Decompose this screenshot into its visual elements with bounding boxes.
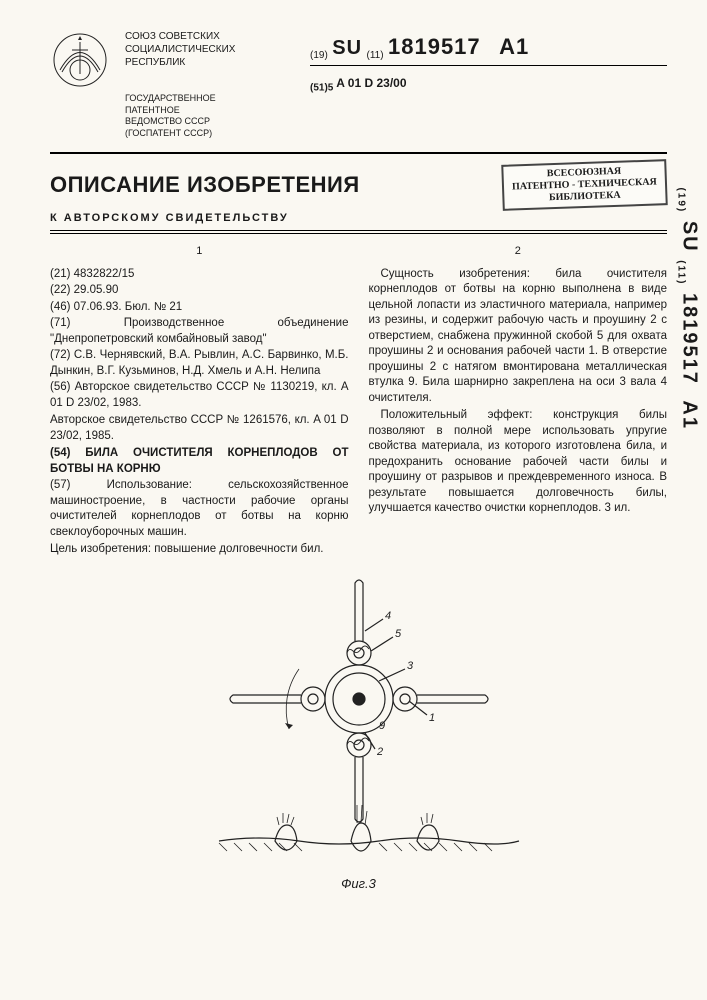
field-21: (21) 4832822/15 bbox=[50, 267, 349, 283]
field-46: (46) 07.06.93. Бюл. № 21 bbox=[50, 300, 349, 316]
side-19: (19) bbox=[676, 187, 687, 213]
divider-mid bbox=[50, 230, 667, 231]
field-57: (57) Использование: сельскохозяйственное… bbox=[50, 478, 349, 540]
agency-line1: ГОСУДАРСТВЕННОЕ ПАТЕНТНОЕ bbox=[125, 93, 265, 116]
divider-top bbox=[50, 152, 667, 154]
svg-text:4: 4 bbox=[385, 610, 391, 622]
field-72: (72) С.В. Чернявский, В.А. Рывлин, А.С. … bbox=[50, 348, 349, 379]
field-71: (71) Производственное объединение "Днепр… bbox=[50, 316, 349, 347]
field-56b: Авторское свидетельство СССР № 1261576, … bbox=[50, 413, 349, 444]
column-right: 2 Сущность изобретения: била очистителя … bbox=[369, 244, 668, 559]
field-19-prefix: (19) bbox=[310, 50, 328, 61]
svg-text:5: 5 bbox=[395, 628, 402, 640]
divider-mid2 bbox=[50, 233, 667, 234]
issuer-line3: РЕСПУБЛИК bbox=[125, 56, 265, 69]
publication-block: (19) SU (11) 1819517 A1 (51)5 A 01 D 23/… bbox=[280, 34, 667, 94]
side-publication-code: (19) SU (11) 1819517 A1 bbox=[676, 187, 701, 430]
side-11: (11) bbox=[676, 260, 687, 285]
goal: Цель изобретения: повышение долговечност… bbox=[50, 542, 349, 558]
issuer-block: СОЮЗ СОВЕТСКИХ СОЦИАЛИСТИЧЕСКИХ РЕСПУБЛИ… bbox=[125, 30, 265, 140]
field-51-prefix: (51)5 bbox=[310, 83, 333, 94]
document-subtitle: К АВТОРСКОМУ СВИДЕТЕЛЬСТВУ bbox=[50, 212, 667, 224]
country-code: SU bbox=[332, 37, 362, 60]
ipc-code: A 01 D 23/00 bbox=[336, 76, 406, 90]
agency-block: ГОСУДАРСТВЕННОЕ ПАТЕНТНОЕ ВЕДОМСТВО СССР… bbox=[125, 93, 265, 140]
field-22: (22) 29.05.90 bbox=[50, 283, 349, 299]
field-56a: (56) Авторское свидетельство СССР № 1130… bbox=[50, 380, 349, 411]
title-row: ОПИСАНИЕ ИЗОБРЕТЕНИЯ ВСЕСОЮЗНАЯ ПАТЕНТНО… bbox=[50, 162, 667, 208]
svg-text:3: 3 bbox=[407, 660, 414, 672]
figure-svg: 4 5 3 2 1 9 bbox=[179, 569, 539, 869]
document-title: ОПИСАНИЕ ИЗОБРЕТЕНИЯ bbox=[50, 172, 360, 198]
abstract-p1: Сущность изобретения: била очистителя ко… bbox=[369, 267, 668, 407]
side-country: SU bbox=[679, 221, 701, 253]
agency-line2: ВЕДОМСТВО СССР bbox=[125, 116, 265, 128]
col2-number: 2 bbox=[369, 244, 668, 259]
body-columns: 1 (21) 4832822/15 (22) 29.05.90 (46) 07.… bbox=[50, 244, 667, 559]
column-left: 1 (21) 4832822/15 (22) 29.05.90 (46) 07.… bbox=[50, 244, 349, 559]
bibliographic-data: (21) 4832822/15 (22) 29.05.90 (46) 07.06… bbox=[50, 267, 349, 558]
patent-page: СОЮЗ СОВЕТСКИХ СОЦИАЛИСТИЧЕСКИХ РЕСПУБЛИ… bbox=[0, 0, 707, 1000]
figure-label: Фиг.3 bbox=[50, 876, 667, 891]
col1-number: 1 bbox=[50, 244, 349, 259]
side-number: 1819517 bbox=[679, 293, 701, 385]
state-emblem bbox=[50, 30, 110, 90]
side-kind: A1 bbox=[679, 400, 701, 430]
agency-line3: (ГОСПАТЕНТ СССР) bbox=[125, 128, 265, 140]
svg-text:1: 1 bbox=[429, 712, 435, 724]
issuer-line1: СОЮЗ СОВЕТСКИХ bbox=[125, 30, 265, 43]
abstract-p2: Положительный эффект: конструкция билы п… bbox=[369, 408, 668, 517]
svg-text:2: 2 bbox=[376, 746, 383, 758]
issuer-line2: СОЦИАЛИСТИЧЕСКИХ bbox=[125, 43, 265, 56]
field-54-title: (54) БИЛА ОЧИСТИТЕЛЯ КОРНЕПЛОДОВ ОТ БОТВ… bbox=[50, 446, 349, 477]
svg-text:9: 9 bbox=[379, 720, 385, 732]
header: СОЮЗ СОВЕТСКИХ СОЦИАЛИСТИЧЕСКИХ РЕСПУБЛИ… bbox=[50, 30, 667, 140]
library-stamp: ВСЕСОЮЗНАЯ ПАТЕНТНО - ТЕХНИЧЕСКАЯ БИБЛИО… bbox=[501, 159, 667, 211]
field-11-prefix: (11) bbox=[367, 50, 384, 61]
kind-code: A1 bbox=[499, 34, 529, 60]
publication-number: 1819517 bbox=[388, 34, 481, 60]
figure-3: 4 5 3 2 1 9 bbox=[50, 569, 667, 891]
